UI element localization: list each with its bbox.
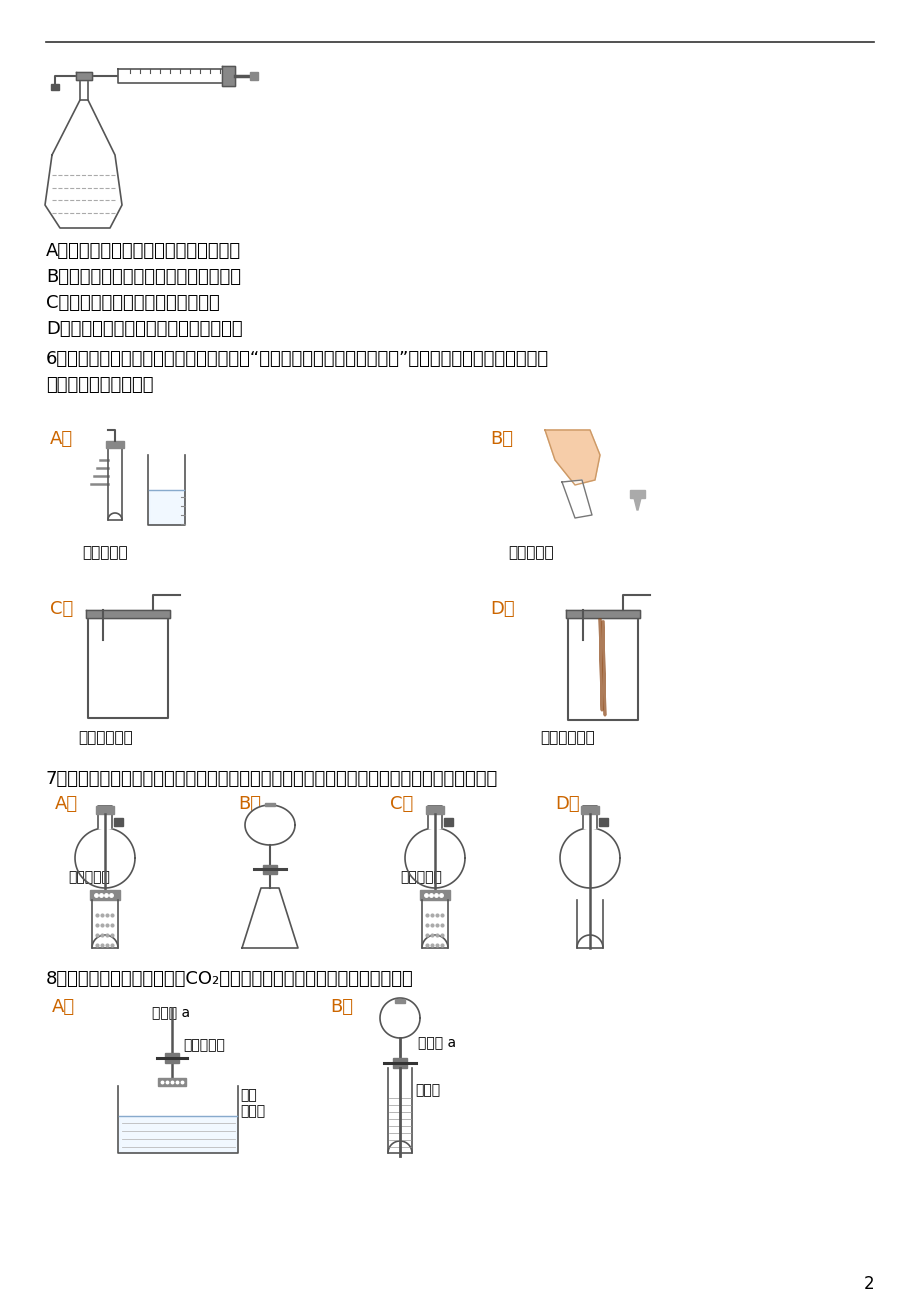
Polygon shape — [265, 803, 275, 806]
Polygon shape — [422, 900, 448, 948]
Text: 止水夹 a: 止水夹 a — [417, 1036, 456, 1049]
Polygon shape — [85, 611, 170, 618]
Polygon shape — [544, 430, 599, 486]
Polygon shape — [263, 865, 277, 874]
Polygon shape — [244, 805, 295, 845]
Polygon shape — [567, 615, 637, 720]
Polygon shape — [633, 497, 641, 510]
Polygon shape — [106, 441, 124, 448]
Polygon shape — [75, 828, 135, 888]
Polygon shape — [394, 999, 404, 1003]
Text: A．: A． — [52, 999, 75, 1016]
Polygon shape — [388, 1068, 412, 1154]
Text: 8、下列装置用于实验室制取CO₂，不能随开随用、随关随停的装置是（）: 8、下列装置用于实验室制取CO₂，不能随开随用、随关随停的装置是（） — [46, 970, 414, 988]
Text: A．: A． — [55, 796, 78, 812]
Polygon shape — [560, 828, 619, 888]
Polygon shape — [565, 611, 640, 618]
Text: D．: D． — [554, 796, 579, 812]
Polygon shape — [165, 1053, 179, 1062]
Polygon shape — [90, 891, 119, 900]
Polygon shape — [118, 1086, 238, 1154]
Polygon shape — [92, 900, 118, 948]
Text: B．: B． — [238, 796, 261, 812]
Polygon shape — [583, 806, 596, 828]
Text: 底部: 底部 — [240, 1088, 256, 1101]
Polygon shape — [98, 806, 112, 828]
Polygon shape — [96, 806, 114, 814]
Polygon shape — [425, 806, 444, 814]
Text: 收集二氧化碘: 收集二氧化碘 — [78, 730, 132, 745]
Text: 其中操作有误的是（）: 其中操作有误的是（） — [46, 376, 153, 395]
Text: D．得出空气中含有少量二氧化碘的结论: D．得出空气中含有少量二氧化碘的结论 — [46, 320, 243, 339]
Text: 小试管: 小试管 — [414, 1083, 439, 1098]
Text: A．继续用大针筒向澄清石灰水压入空气: A．继续用大针筒向澄清石灰水压入空气 — [46, 242, 241, 260]
Polygon shape — [148, 454, 185, 525]
Polygon shape — [380, 999, 420, 1038]
Polygon shape — [562, 480, 591, 518]
Polygon shape — [581, 806, 598, 814]
Polygon shape — [444, 818, 452, 825]
Polygon shape — [427, 806, 441, 828]
Polygon shape — [598, 818, 607, 825]
Polygon shape — [114, 818, 123, 825]
Text: 7、实验室制取二氧化碘时，为了控制反应的发生与停止，可选用的装置（铁架台省略）是（）: 7、实验室制取二氧化碘时，为了控制反应的发生与停止，可选用的装置（铁架台省略）是… — [46, 769, 498, 788]
Polygon shape — [45, 100, 122, 228]
Polygon shape — [404, 828, 464, 888]
Polygon shape — [221, 66, 234, 86]
Text: 止水夹 a: 止水夹 a — [152, 1006, 190, 1019]
Text: 有小孔: 有小孔 — [240, 1104, 265, 1118]
Polygon shape — [576, 900, 602, 948]
Polygon shape — [118, 69, 228, 83]
Text: D．: D． — [490, 600, 514, 618]
Text: 多孔塑料板: 多孔塑料板 — [183, 1038, 224, 1052]
Polygon shape — [149, 490, 184, 523]
Text: 2: 2 — [862, 1275, 873, 1293]
Text: 二氧化碘验满: 二氧化碘验满 — [539, 730, 594, 745]
Text: 加入稀盐酸: 加入稀盐酸 — [507, 546, 553, 560]
Polygon shape — [88, 615, 168, 717]
Polygon shape — [158, 1078, 186, 1086]
Polygon shape — [76, 72, 92, 79]
Text: B．: B． — [330, 999, 353, 1016]
Polygon shape — [250, 72, 257, 79]
Text: 多孔塑料片: 多孔塑料片 — [400, 870, 441, 884]
Polygon shape — [51, 85, 59, 90]
Text: 6、在实验操作考察中，小明抽到的题目是“二氧化碘的制取、收集和验满”。如图是他的主要实验步骤，: 6、在实验操作考察中，小明抽到的题目是“二氧化碘的制取、收集和验满”。如图是他的… — [46, 350, 549, 368]
Polygon shape — [108, 445, 122, 519]
Polygon shape — [119, 1116, 237, 1152]
Polygon shape — [242, 888, 298, 948]
Text: C．得出空气中没有二氧化碘的结论: C．得出空气中没有二氧化碘的结论 — [46, 294, 220, 312]
Text: B．: B． — [490, 430, 513, 448]
Polygon shape — [630, 490, 644, 497]
Text: 检查气密性: 检查气密性 — [82, 546, 128, 560]
Polygon shape — [392, 1059, 406, 1068]
Text: 多孔塑料片: 多孔塑料片 — [68, 870, 109, 884]
Text: C．: C． — [50, 600, 74, 618]
Polygon shape — [420, 891, 449, 900]
Text: C．: C． — [390, 796, 413, 812]
Text: B．撤去大针筒，用嘴向澄清石灰水吹气: B．撤去大针筒，用嘴向澄清石灰水吹气 — [46, 268, 241, 286]
Text: A．: A． — [50, 430, 73, 448]
